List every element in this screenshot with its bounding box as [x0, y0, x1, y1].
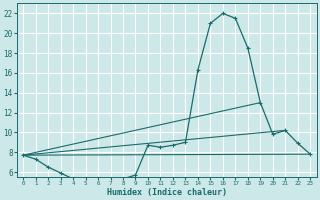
- X-axis label: Humidex (Indice chaleur): Humidex (Indice chaleur): [107, 188, 227, 197]
